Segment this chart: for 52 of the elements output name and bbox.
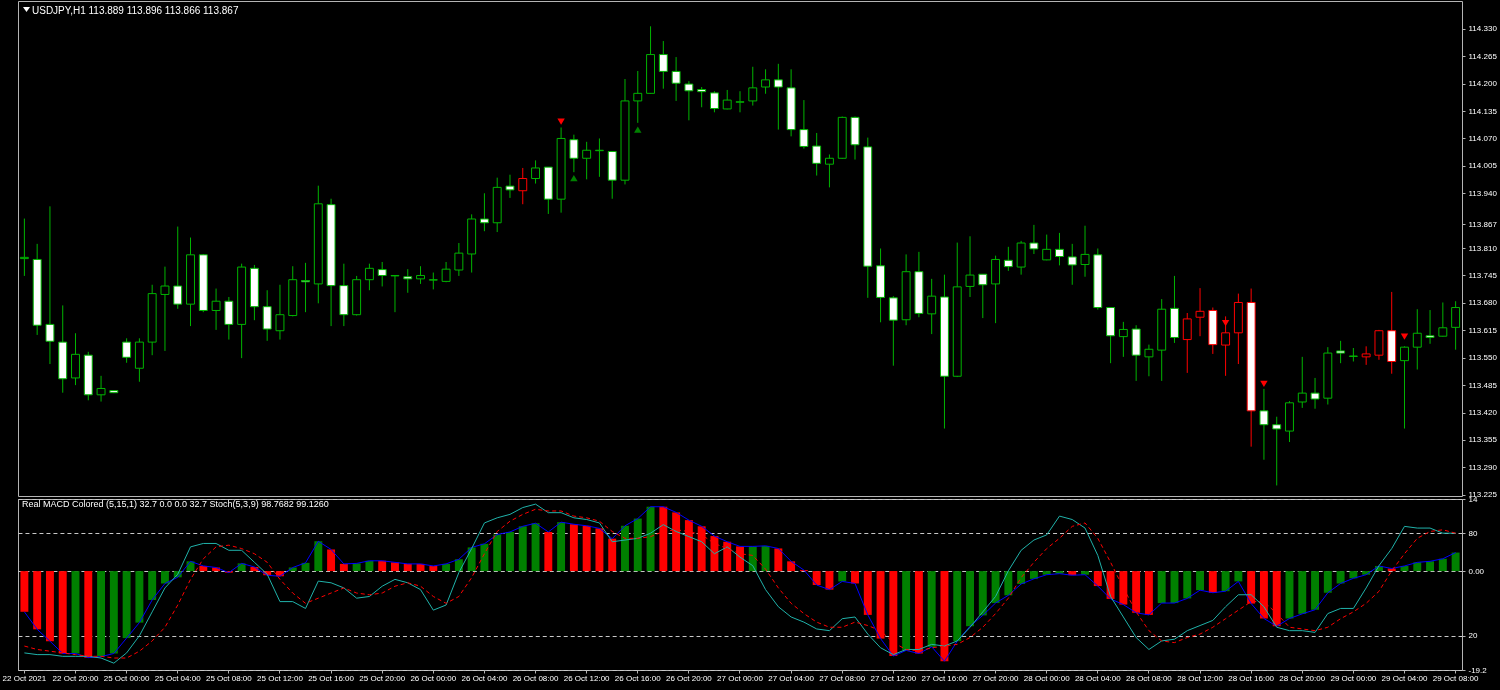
x-tick-label: 25 Oct 12:00 <box>257 673 304 683</box>
x-tick-label: 27 Oct 08:00 <box>819 673 866 683</box>
x-tick-label: 29 Oct 00:00 <box>1330 673 1377 683</box>
y-tick-label: 113.940 <box>1468 188 1498 198</box>
y-tick-label: 113.680 <box>1468 298 1498 308</box>
y-tick-label: 114.005 <box>1468 161 1498 171</box>
x-tick-label: 28 Oct 04:00 <box>1074 673 1122 683</box>
x-tick-label: 28 Oct 08:00 <box>1126 673 1173 683</box>
y2-tick-label: 20 <box>1468 631 1478 641</box>
y2-tick-label: 80 <box>1468 528 1478 538</box>
x-tick-label: 29 Oct 04:00 <box>1381 673 1428 683</box>
x-tick-label: 28 Oct 12:00 <box>1177 673 1224 683</box>
x-tick-label: 22 Oct 2021 <box>2 673 47 683</box>
y-tick-label: 113.867 <box>1468 219 1498 229</box>
y-tick-label: 114.070 <box>1468 133 1498 143</box>
x-tick-label: 27 Oct 20:00 <box>972 673 1020 683</box>
x-tick-label: 27 Oct 12:00 <box>870 673 917 683</box>
y-tick-label: 113.615 <box>1468 325 1498 335</box>
chart-title: USDJPY,H1 113.889 113.896 113.866 113.867 <box>32 5 239 16</box>
x-tick-label: 28 Oct 20:00 <box>1279 673 1326 683</box>
x-tick-label: 27 Oct 16:00 <box>921 673 968 683</box>
x-tick-label: 25 Oct 04:00 <box>154 673 202 683</box>
x-tick-label: 25 Oct 08:00 <box>205 673 253 683</box>
x-tick-label: 27 Oct 04:00 <box>768 673 815 683</box>
y-tick-label: 114.330 <box>1468 24 1498 34</box>
x-tick-label: 29 Oct 08:00 <box>1432 673 1480 683</box>
y-tick-label: -19.2 <box>1468 665 1488 675</box>
chart-title: Real MACD Colored (5,15,1) 32.7 0.0 0.0 32.7 Stoch(5,3,9) 98.7682 99.1260 <box>22 499 329 509</box>
y-tick-label: 113.355 <box>1468 435 1498 445</box>
x-tick-label: 25 Oct 16:00 <box>308 673 355 683</box>
x-tick-label: 25 Oct 00:00 <box>103 673 151 683</box>
y-tick-label: 113.420 <box>1468 408 1498 418</box>
x-tick-label: 26 Oct 16:00 <box>614 673 662 683</box>
x-tick-label: 22 Oct 20:00 <box>52 673 99 683</box>
y-tick-label: 113.810 <box>1468 243 1498 253</box>
y-tick-label: 114.265 <box>1468 51 1498 61</box>
x-tick-label: 25 Oct 20:00 <box>359 673 406 683</box>
x-tick-label: 28 Oct 00:00 <box>1023 673 1071 683</box>
x-tick-label: 26 Oct 00:00 <box>410 673 457 683</box>
x-tick-label: 26 Oct 08:00 <box>512 673 559 683</box>
x-tick-label: 26 Oct 20:00 <box>665 673 713 683</box>
y-tick-label: 114.135 <box>1468 106 1498 116</box>
y-tick-label: 0.00 <box>1468 566 1485 576</box>
x-tick-label: 26 Oct 12:00 <box>563 673 611 683</box>
x-tick-label: 27 Oct 00:00 <box>717 673 764 683</box>
y-tick-label: 113.485 <box>1468 380 1498 390</box>
y-tick-label: 113.290 <box>1468 462 1498 472</box>
y-tick-label: 114.200 <box>1468 79 1498 89</box>
y-tick-label: 113.550 <box>1468 353 1498 363</box>
x-tick-label: 28 Oct 16:00 <box>1228 673 1275 683</box>
y-tick-label: 113.745 <box>1468 270 1498 280</box>
x-tick-label: 26 Oct 04:00 <box>461 673 508 683</box>
